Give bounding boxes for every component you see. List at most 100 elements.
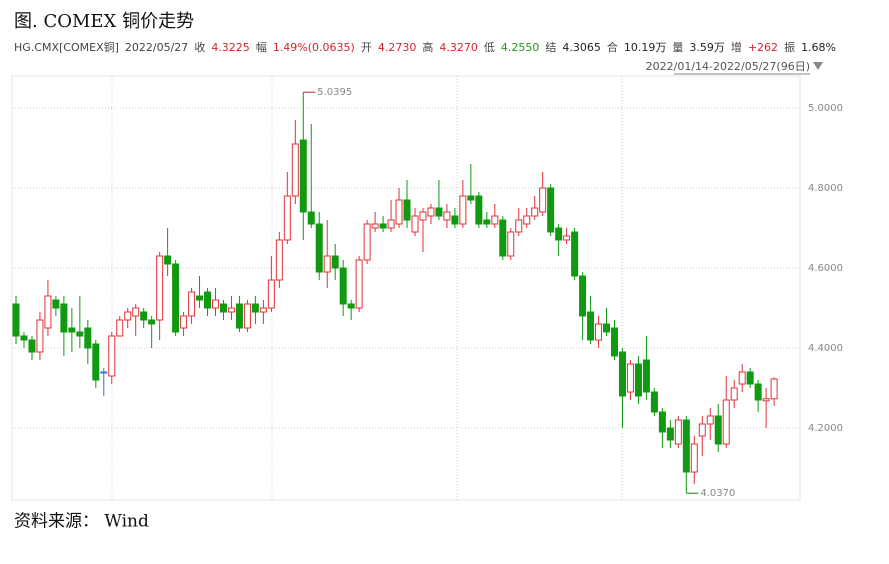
y-tick-label: 5.0000 — [808, 103, 843, 114]
candle-body — [76, 331, 84, 337]
candle-body — [618, 351, 626, 397]
candle-body — [355, 259, 363, 309]
candle-body — [411, 215, 419, 233]
candle-body — [267, 279, 275, 309]
y-tick-label: 4.2000 — [808, 423, 843, 434]
field-value: 4.3065 — [562, 41, 601, 54]
field-label: 低 — [484, 41, 495, 54]
candle-body — [108, 335, 116, 377]
candle-body — [770, 378, 778, 400]
candle-body — [626, 363, 634, 393]
candle-body — [595, 323, 603, 341]
candle-body — [307, 211, 315, 225]
y-tick-label: 4.8000 — [808, 183, 843, 194]
candle-body — [467, 195, 475, 201]
candle-body — [395, 199, 403, 225]
y-tick-label: 4.4000 — [808, 343, 843, 354]
candle-body — [547, 187, 555, 233]
candle-body — [323, 255, 331, 273]
field-value: 10.19万 — [624, 41, 667, 54]
candle-body — [363, 223, 371, 261]
field-value: 4.2730 — [378, 41, 417, 54]
candle-body — [491, 215, 499, 225]
candle-body — [12, 303, 20, 337]
candle-body — [315, 223, 323, 273]
chart-title: 图. COMEX 铜价走势 — [14, 11, 194, 32]
candle-body — [60, 303, 68, 333]
candle-body — [722, 399, 730, 445]
candle-body — [251, 303, 259, 313]
candle-body — [124, 311, 132, 321]
candle-body — [738, 371, 746, 385]
candle-body — [92, 343, 100, 381]
candle-body — [140, 311, 148, 321]
candle-body — [132, 307, 140, 317]
candle-body — [36, 319, 44, 353]
field-label: 收 — [194, 40, 205, 54]
field-value: 1.68% — [801, 41, 836, 54]
candle-body — [555, 227, 563, 241]
candle-body — [587, 311, 595, 341]
candle-body — [116, 319, 124, 337]
candle-body — [682, 419, 690, 473]
extreme-label: 4.0370 — [700, 488, 735, 499]
candle-body — [164, 255, 172, 265]
candle-body — [483, 219, 491, 225]
candle-body — [148, 319, 156, 325]
candle-body — [259, 307, 267, 313]
y-tick-label: 4.6000 — [808, 263, 843, 274]
quote-date: 2022/05/27 — [125, 41, 188, 54]
candle-body — [571, 231, 579, 277]
field-value: 3.59万 — [689, 41, 725, 54]
candle-body — [227, 307, 235, 313]
field-value: 1.49%(0.0635) — [273, 41, 355, 54]
candle-body — [435, 207, 443, 217]
candle-body — [20, 335, 28, 341]
candle-body — [451, 215, 459, 225]
candle-body — [44, 295, 52, 329]
candle-body — [499, 219, 507, 257]
candle-body — [427, 207, 435, 217]
field-value: 4.3270 — [439, 41, 478, 54]
candle-body — [188, 291, 196, 317]
symbol: HG.CMX[COMEX铜] — [14, 40, 119, 54]
range-dropdown[interactable] — [813, 62, 823, 70]
candle-body — [714, 415, 722, 445]
candle-body — [634, 363, 642, 397]
field-value: +262 — [748, 41, 778, 54]
candle-body — [331, 255, 339, 269]
candle-body — [379, 223, 387, 229]
candle-body — [235, 303, 243, 329]
candle-body — [475, 195, 483, 225]
candle-body — [387, 219, 395, 229]
candle-body — [204, 291, 212, 309]
extreme-label: 5.0395 — [317, 87, 352, 98]
candle-body — [563, 235, 571, 241]
field-label: 幅 — [256, 41, 267, 54]
field-label: 结 — [545, 41, 556, 54]
candle-body — [754, 383, 762, 401]
candle-body — [283, 195, 291, 241]
candle-body — [371, 223, 379, 229]
candle-body — [642, 359, 650, 393]
candle-body — [666, 427, 674, 441]
candle-body — [690, 443, 698, 473]
candle-body — [746, 371, 754, 385]
candle-body — [579, 275, 587, 317]
candle-body — [291, 143, 299, 197]
candle-body — [196, 295, 204, 301]
field-label: 增 — [731, 40, 742, 54]
candle-body — [28, 339, 36, 353]
candle-body — [730, 387, 738, 401]
candle-body — [658, 411, 666, 433]
candle-body — [212, 299, 219, 309]
candle-body — [507, 231, 515, 257]
candle-body — [523, 215, 531, 225]
candle-body — [180, 315, 188, 329]
candle-body — [347, 303, 355, 309]
candle-body — [698, 423, 706, 437]
field-value: 4.3225 — [211, 41, 250, 54]
candle-body — [243, 303, 251, 329]
candle-body — [100, 371, 108, 374]
